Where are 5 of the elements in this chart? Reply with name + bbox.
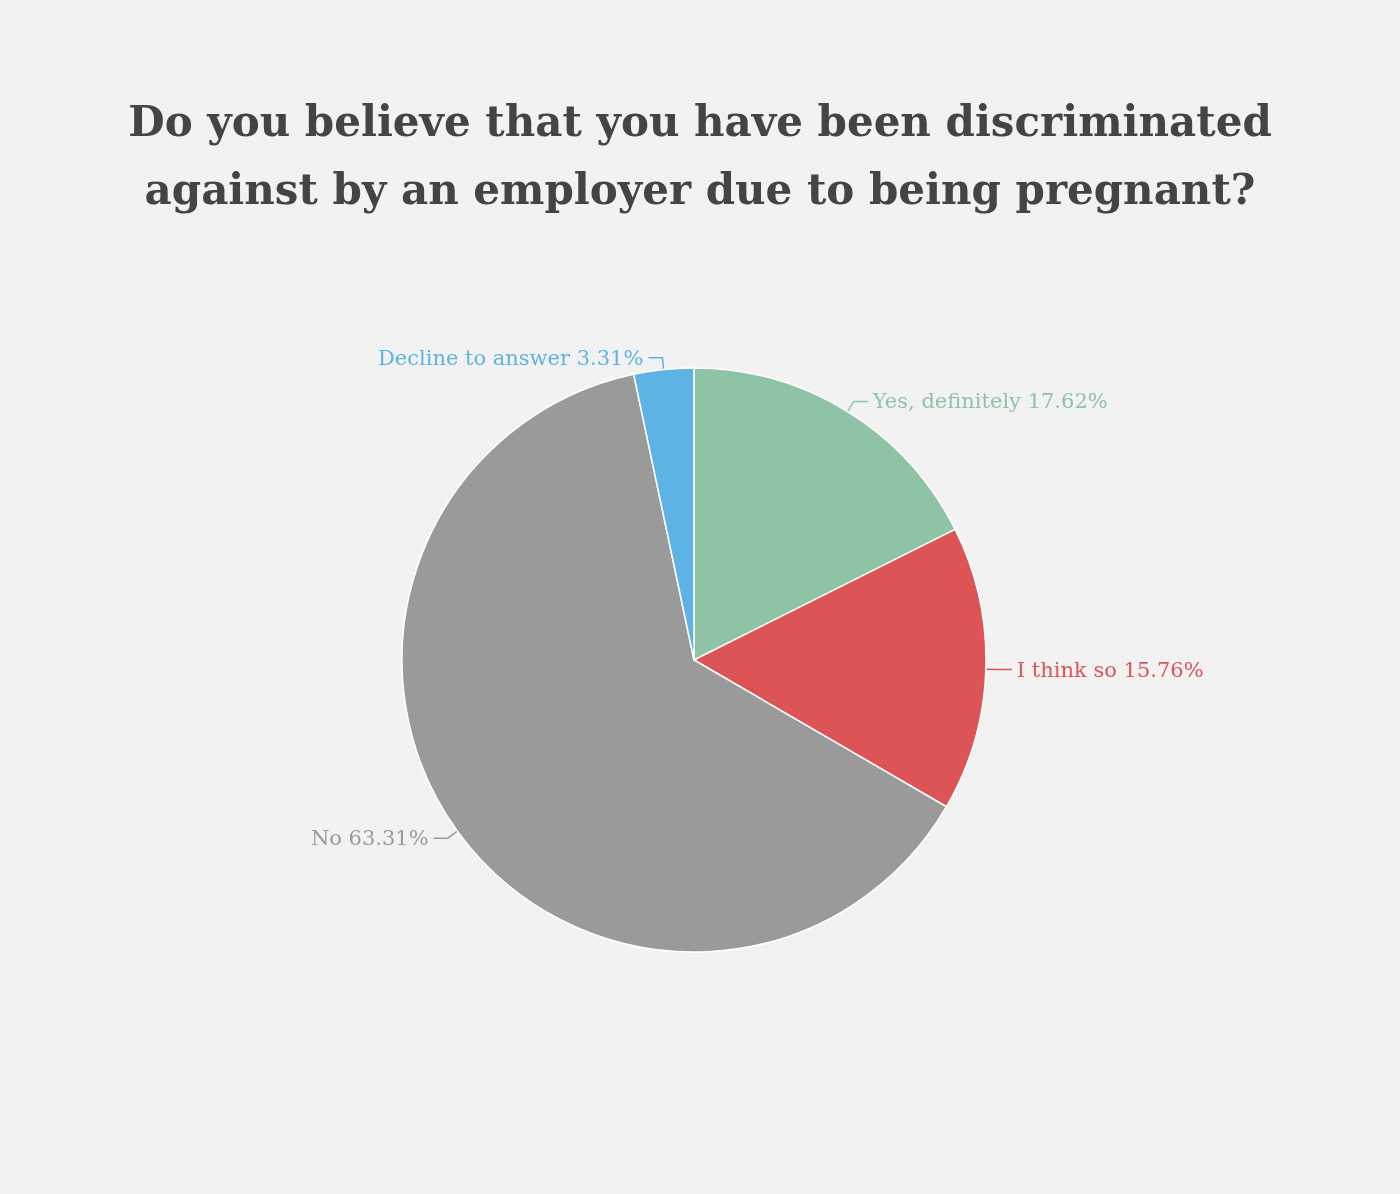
slice-label: Yes, definitely 17.62% [871, 389, 1108, 414]
slice-label: No 63.31% [310, 826, 429, 851]
chart-title: Do you believe that you have been discriminated against by an employer due to being pregnant? [127, 96, 1273, 216]
slice-label: I think so 15.76% [1016, 657, 1204, 682]
slice-label: Decline to answer 3.31% [377, 345, 644, 370]
